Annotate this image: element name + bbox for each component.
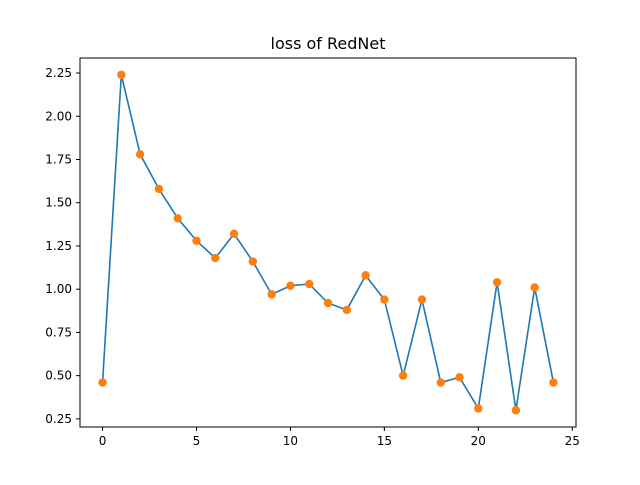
y-tick-label: 2.25 [45, 66, 72, 80]
data-point [211, 253, 220, 263]
data-point [530, 283, 539, 292]
data-point [117, 70, 126, 79]
y-tick-label: 1.50 [45, 196, 72, 210]
data-point [361, 271, 370, 280]
x-tick-label: 25 [565, 434, 580, 448]
data-point [305, 279, 314, 289]
data-point [492, 278, 502, 287]
y-tick-label: 0.25 [45, 412, 72, 426]
y-tick-label: 1.00 [45, 282, 72, 296]
x-tick-label: 5 [193, 434, 201, 448]
y-tick-label: 1.25 [45, 239, 72, 253]
y-tick-label: 0.75 [45, 325, 72, 339]
data-point [380, 295, 389, 304]
data-point [455, 373, 464, 382]
x-tick-label: 10 [283, 434, 298, 448]
data-point [511, 406, 521, 415]
data-point [192, 236, 201, 245]
data-point [135, 150, 145, 159]
data-point [342, 305, 351, 315]
plot-area: 0 5 10 15 20 25 0.25 0.50 0.75 1.00 1.25 1.50 1.75 2.… [45, 57, 580, 448]
data-point [323, 298, 333, 308]
chart-title: loss of RedNet [271, 34, 386, 53]
data-point [417, 295, 427, 304]
x-tick-label: 15 [377, 434, 392, 448]
y-tick-label: 1.75 [45, 153, 72, 167]
data-point [154, 184, 164, 194]
y-tick-label: 2.00 [45, 109, 72, 123]
data-point [436, 378, 445, 387]
x-tick-label: 0 [99, 434, 107, 448]
data-point [248, 257, 258, 266]
data-point [286, 281, 295, 290]
axes-frame [79, 57, 577, 428]
x-tick-label: 20 [471, 434, 486, 448]
data-point [549, 378, 558, 387]
data-point [98, 378, 107, 387]
data-point [267, 290, 276, 299]
y-tick-label: 0.50 [45, 369, 72, 383]
data-point [229, 229, 239, 239]
data-point [474, 404, 483, 413]
data-point [173, 214, 182, 223]
data-point [398, 371, 408, 380]
